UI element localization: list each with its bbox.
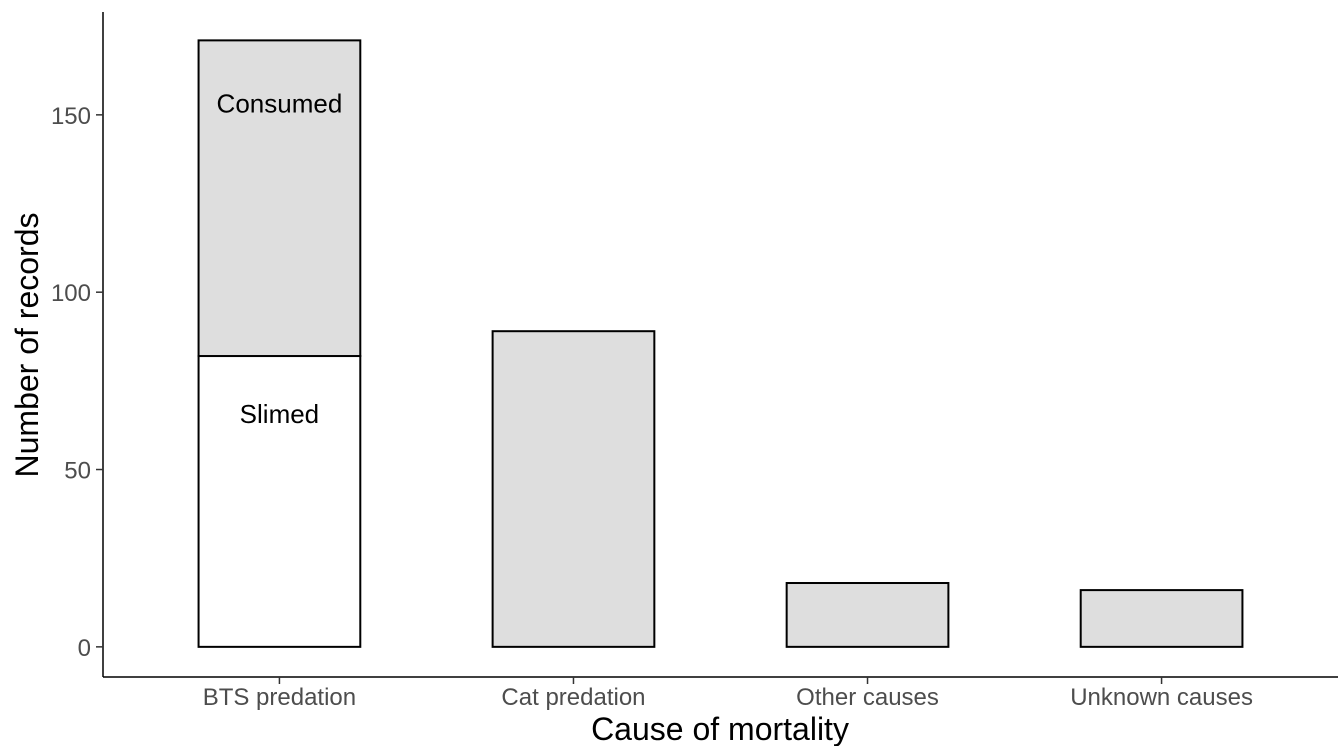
bar-cat-predation-consumed	[491, 330, 656, 648]
bar-other-causes-consumed	[785, 582, 950, 648]
x-tick-label: Cat predation	[501, 684, 645, 711]
bar-bts-predation-slimed	[197, 355, 362, 648]
x-tick-label: BTS predation	[203, 684, 356, 711]
y-tick-label: 0	[78, 635, 91, 662]
segment-label-consumed: Consumed	[217, 89, 343, 119]
x-axis-title: Cause of mortality	[591, 711, 849, 746]
y-tick-label: 150	[51, 103, 91, 130]
x-tick-label: Other causes	[796, 684, 939, 711]
bar-bts-predation-consumed	[197, 39, 362, 358]
segment-labels-layer: Consumed Slimed	[217, 89, 343, 430]
y-tick-label: 100	[51, 280, 91, 307]
y-tick-label: 50	[64, 458, 91, 485]
segment-label-slimed: Slimed	[240, 399, 319, 429]
y-axis-title: Number of records	[9, 213, 45, 478]
bar-unknown-causes-consumed	[1079, 589, 1244, 648]
axes-layer: 0 50 100 150 BTS predation Cat predation Other…	[51, 12, 1338, 711]
x-tick-label: Unknown causes	[1070, 684, 1253, 711]
bars-layer	[197, 39, 1244, 648]
